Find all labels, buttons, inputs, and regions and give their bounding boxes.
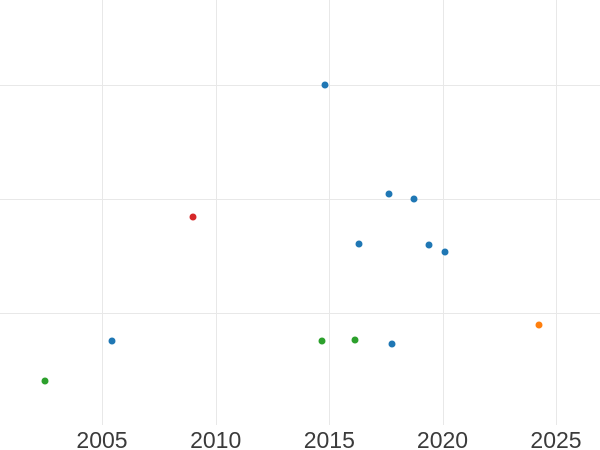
data-point-blue [425, 241, 433, 248]
gridline-horizontal-1 [0, 199, 600, 201]
data-point-blue [441, 248, 449, 256]
data-point-blue [355, 240, 363, 247]
gridline-horizontal-0 [0, 85, 600, 86]
gridline-vertical-2015 [329, 0, 331, 425]
data-point-orange [535, 321, 543, 329]
data-point-blue [410, 195, 418, 203]
data-point-green [318, 337, 326, 345]
data-point-blue [385, 190, 393, 198]
gridline-vertical-2020 [442, 0, 444, 425]
data-point-green [41, 377, 49, 384]
data-point-green [351, 336, 359, 344]
gridline-vertical-2010 [215, 0, 217, 425]
gridline-vertical-2025 [556, 0, 557, 425]
data-point-blue [321, 81, 329, 89]
data-point-blue [388, 340, 396, 348]
gridline-vertical-2005 [102, 0, 103, 425]
data-point-red [189, 213, 197, 221]
data-point-blue [108, 337, 116, 345]
gridline-horizontal-2 [0, 313, 600, 315]
